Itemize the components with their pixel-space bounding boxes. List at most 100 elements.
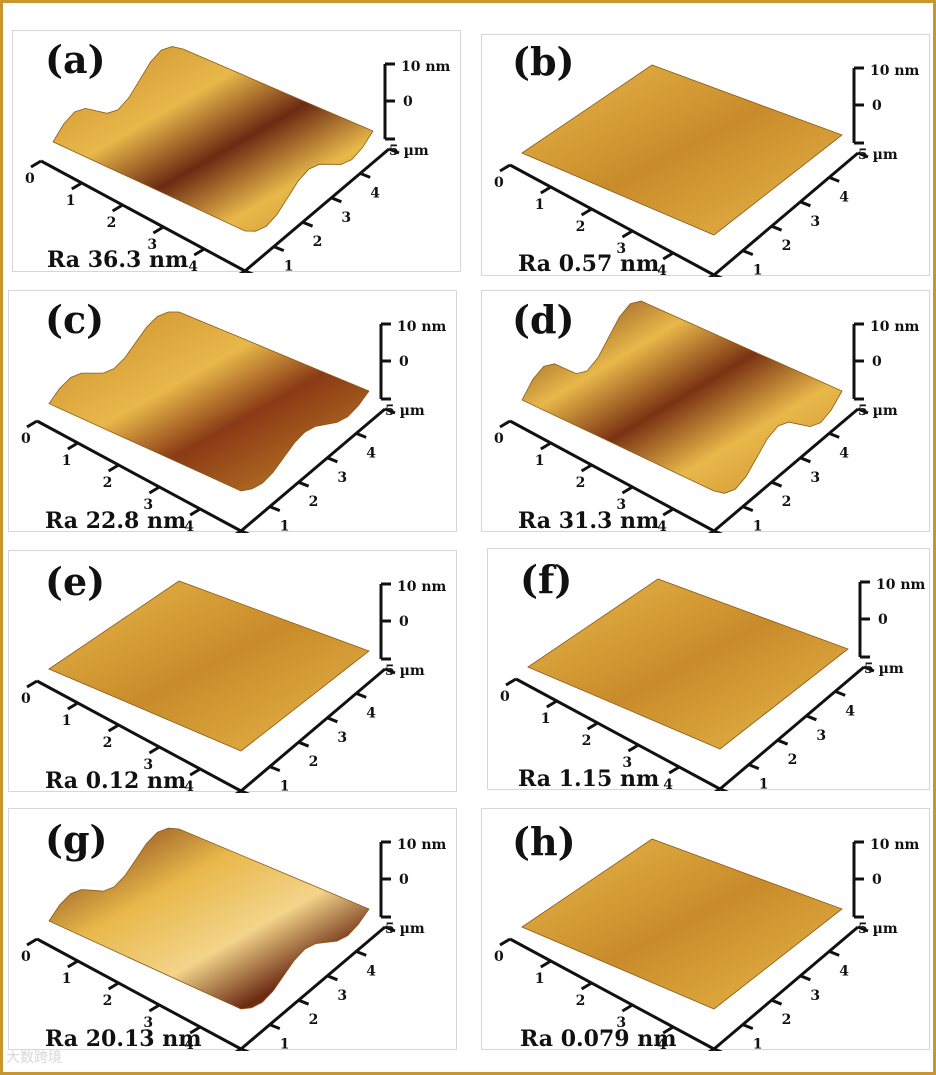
x-tick-label: 2 <box>576 219 586 235</box>
x-tick-label: 1 <box>535 453 545 469</box>
surface-shape <box>527 578 849 750</box>
x-tick-label: 1 <box>535 197 545 213</box>
x-tick-label: 1 <box>66 193 76 209</box>
y-tick <box>857 151 869 159</box>
y-tick <box>240 1047 251 1051</box>
x-tick <box>26 937 38 947</box>
x-tick-label: 0 <box>25 171 35 187</box>
y-tick <box>326 974 338 982</box>
surface-d <box>521 300 843 494</box>
x-tick <box>189 1025 201 1035</box>
x-tick-label: 3 <box>622 755 632 771</box>
y-end-label: 5 µm <box>858 921 898 937</box>
y-tick <box>326 456 338 464</box>
x-tick <box>662 251 674 261</box>
y-tick-label: 1 <box>280 1037 290 1051</box>
y-tick-label: 3 <box>810 214 820 230</box>
y-tick <box>384 925 396 933</box>
y-axis-line <box>713 151 859 277</box>
x-tick-label: 0 <box>494 175 504 191</box>
y-end-label: 5 µm <box>385 663 425 679</box>
x-tick <box>234 789 242 793</box>
z-top-label: 10 nm <box>870 319 920 335</box>
x-tick-label: 2 <box>103 475 113 491</box>
y-tick-label: 1 <box>280 519 290 533</box>
x-tick <box>540 959 552 969</box>
y-tick <box>742 505 754 512</box>
y-tick <box>713 273 724 277</box>
x-tick <box>499 163 511 173</box>
x-tick-label: 0 <box>494 431 504 447</box>
panel-label: (c) <box>45 297 104 342</box>
y-tick-label: 2 <box>782 1012 792 1028</box>
panel-label: (a) <box>45 37 106 82</box>
y-axis-line <box>713 925 859 1051</box>
y-end-label: 5 µm <box>385 403 425 419</box>
y-tick <box>828 176 840 183</box>
x-tick <box>148 1003 161 1013</box>
y-tick-label: 3 <box>810 470 820 486</box>
ra-value: Ra 0.57 nm <box>518 251 659 277</box>
x-tick-label: 3 <box>616 1015 626 1031</box>
surface-shape <box>48 311 370 492</box>
x-tick-label: 4 <box>657 263 667 277</box>
y-end-label: 5 µm <box>385 921 425 937</box>
y-tick <box>777 738 789 746</box>
x-tick-label: 1 <box>541 711 551 727</box>
x-tick <box>707 273 715 277</box>
x-tick-label: 1 <box>535 971 545 987</box>
x-axis-line <box>515 677 721 791</box>
x-tick <box>580 207 593 217</box>
x-tick-label: 4 <box>184 1037 194 1051</box>
x-tick <box>234 529 242 533</box>
x-tick <box>505 677 517 687</box>
surface-a <box>52 46 374 232</box>
surface-shape <box>48 580 370 752</box>
y-tick <box>298 998 310 1006</box>
y-tick-label: 4 <box>839 189 849 205</box>
y-tick <box>863 665 875 673</box>
panel-label: (h) <box>512 819 576 864</box>
y-tick <box>719 787 730 791</box>
z-zero-label: 0 <box>872 98 882 114</box>
y-tick <box>269 505 281 512</box>
y-tick <box>799 456 811 464</box>
x-tick <box>189 507 201 517</box>
surface-g <box>48 827 370 1010</box>
y-tick <box>771 998 783 1006</box>
x-tick <box>67 441 79 451</box>
x-axis-line <box>40 159 246 273</box>
x-tick <box>621 485 634 495</box>
y-tick <box>384 407 396 415</box>
y-axis-line <box>240 667 386 793</box>
z-zero-label: 0 <box>399 872 409 888</box>
surface-shape <box>521 838 843 1010</box>
x-tick-label: 3 <box>143 497 153 513</box>
x-tick <box>107 981 120 991</box>
y-tick <box>330 196 342 204</box>
x-axis-line <box>36 937 242 1051</box>
x-tick-label: 3 <box>616 241 626 257</box>
surface-shape <box>521 300 843 494</box>
y-tick <box>355 692 367 699</box>
y-tick-label: 2 <box>788 752 798 768</box>
z-zero-label: 0 <box>872 872 882 888</box>
surface-shape <box>521 64 843 236</box>
x-tick <box>546 699 558 709</box>
y-tick <box>805 714 817 722</box>
z-zero-label: 0 <box>878 612 888 628</box>
y-tick <box>857 407 869 415</box>
x-tick-label: 3 <box>616 497 626 513</box>
y-tick <box>326 716 338 724</box>
y-end-label: 5 µm <box>389 143 429 159</box>
x-tick <box>238 269 246 273</box>
z-top-label: 10 nm <box>397 579 447 595</box>
y-tick-label: 2 <box>313 234 323 250</box>
y-tick <box>799 200 811 208</box>
